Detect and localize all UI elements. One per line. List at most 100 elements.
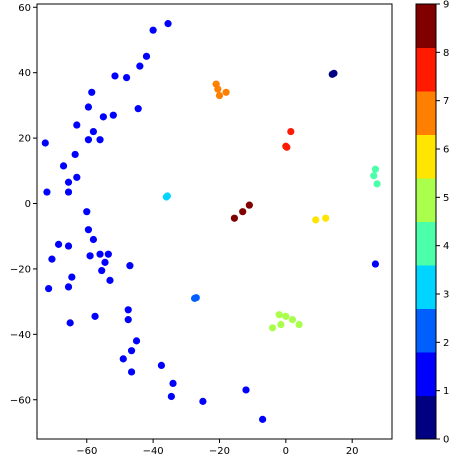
x-tick-label: 20	[346, 446, 359, 457]
colorbar-tick-label: 3	[443, 290, 449, 301]
x-tick-label: 0	[283, 446, 289, 457]
plot-frame	[36, 3, 393, 440]
scatter-point	[89, 235, 97, 244]
scatter-point	[99, 113, 107, 121]
colorbar-segment	[416, 308, 436, 353]
scatter-point	[370, 172, 378, 180]
scatter-point	[96, 136, 104, 144]
scatter-point	[199, 397, 207, 405]
colorbar-segment	[416, 4, 436, 48]
scatter-point	[242, 386, 250, 394]
scatter-point	[214, 85, 222, 93]
scatter-point	[222, 88, 230, 96]
x-axis: −60 −40 −20 0 20	[76, 439, 359, 457]
scatter-point	[41, 139, 49, 147]
scatter-point	[192, 294, 200, 302]
colorbar-tick-label: 7	[443, 96, 449, 107]
scatter-point	[64, 178, 73, 186]
colorbar-frame	[415, 3, 437, 440]
scatter-point	[84, 226, 93, 234]
scatter-point	[215, 91, 224, 100]
scatter-point	[96, 250, 104, 258]
scatter-point	[163, 192, 171, 200]
colorbar-segment	[416, 134, 436, 179]
scatter-point	[149, 26, 157, 34]
scatter-point	[259, 415, 267, 423]
y-tick-label: 60	[18, 3, 31, 14]
colorbar-tick-label: 9	[443, 0, 449, 11]
scatter-point	[124, 316, 132, 324]
scatter-point	[109, 111, 117, 119]
colorbar-segment	[416, 221, 436, 266]
scatter-point	[239, 208, 247, 216]
colorbar-tick-label: 6	[443, 145, 449, 156]
scatter-point	[322, 214, 330, 222]
y-tick-label: 0	[25, 199, 31, 210]
scatter-point	[98, 266, 106, 275]
scatter-point	[64, 242, 73, 250]
colorbar-segment	[416, 352, 436, 396]
scatter-point	[84, 103, 93, 111]
scatter-point	[169, 379, 177, 387]
scatter-point	[277, 320, 285, 329]
scatter-point	[167, 392, 175, 401]
scatter-point	[330, 69, 338, 77]
colorbar-segment	[416, 91, 436, 135]
scatter-point	[101, 258, 109, 266]
scatter-point	[275, 311, 283, 319]
colorbar-segment	[416, 395, 436, 440]
y-tick-label: 20	[18, 134, 31, 145]
scatter-point	[83, 208, 91, 216]
scatter-point	[157, 361, 166, 370]
points-layer	[41, 20, 381, 423]
scatter-point	[122, 73, 131, 82]
y-tick-label: −20	[10, 264, 31, 275]
scatter-point	[127, 368, 136, 376]
scatter-point	[124, 306, 132, 314]
colorbar-tick-label: 5	[443, 193, 449, 204]
x-tick-label: −20	[209, 446, 230, 457]
colorbar: 0 1 2 3 4 5 6 7 8 9	[415, 0, 449, 446]
colorbar-tick-label: 1	[443, 386, 449, 397]
scatter-point	[127, 347, 136, 355]
scatter-point	[64, 188, 73, 196]
scatter-point	[68, 273, 76, 281]
colorbar-tick-label: 4	[443, 241, 449, 252]
scatter-point	[312, 216, 320, 224]
scatter-point	[283, 143, 291, 151]
scatter-point	[86, 252, 94, 260]
scatter-point	[230, 214, 239, 222]
x-tick-label: −60	[76, 446, 97, 457]
scatter-point	[43, 188, 51, 196]
scatter-point	[54, 240, 63, 248]
scatter-point	[45, 284, 53, 293]
y-axis: −60 −40 −20 0 20 40 60	[10, 3, 37, 406]
scatter-point	[136, 62, 144, 70]
scatter-point	[142, 52, 151, 60]
scatter-point	[132, 337, 141, 345]
colorbar-segment	[416, 265, 436, 309]
scatter-point	[88, 88, 96, 96]
scatter-point	[288, 316, 297, 324]
scatter-point	[104, 250, 112, 258]
scatter-point	[73, 173, 81, 181]
scatter-point	[373, 180, 381, 188]
colorbar-segment	[416, 178, 436, 222]
scatter-point	[73, 121, 81, 129]
scatter-point	[282, 312, 290, 320]
colorbar-tick-label: 8	[443, 48, 449, 59]
scatter-point	[48, 255, 56, 263]
x-tick-label: −40	[143, 446, 164, 457]
scatter-point	[66, 319, 74, 327]
scatter-point	[134, 105, 142, 113]
scatter-point	[91, 312, 99, 320]
scatter-point	[164, 20, 172, 28]
scatter-point	[89, 127, 97, 136]
scatter-point	[119, 355, 127, 363]
scatter-point	[126, 262, 134, 270]
scatter-point	[287, 127, 295, 136]
scatter-point	[245, 201, 253, 209]
y-tick-label: −40	[10, 330, 31, 341]
colorbar-segment	[416, 47, 436, 92]
